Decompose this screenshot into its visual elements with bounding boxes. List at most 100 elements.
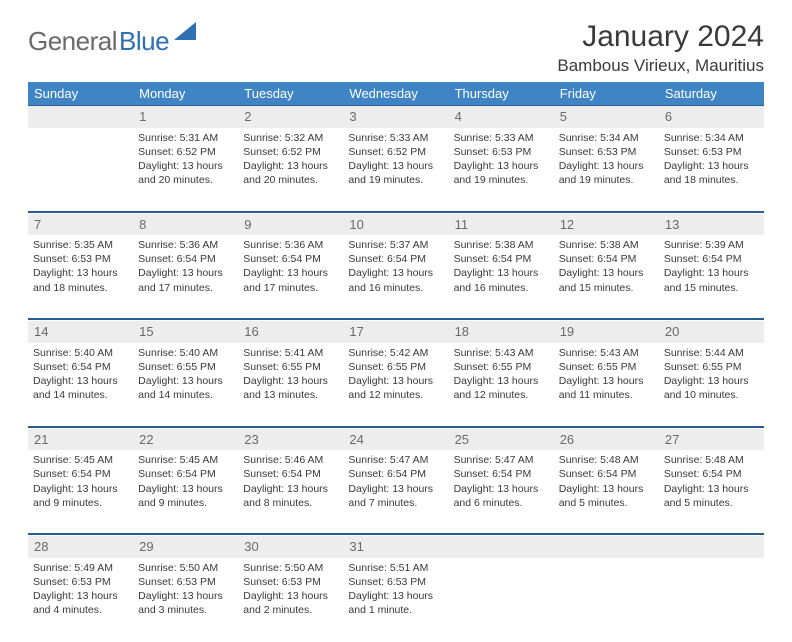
- daylight-text: Daylight: 13 hours: [243, 159, 338, 173]
- day-cell: Sunrise: 5:36 AMSunset: 6:54 PMDaylight:…: [238, 235, 343, 319]
- daylight-text: and 15 minutes.: [664, 281, 759, 295]
- day-number: 21: [28, 429, 133, 451]
- sunrise-text: Sunrise: 5:36 AM: [138, 238, 233, 252]
- sunrise-text: Sunrise: 5:50 AM: [243, 561, 338, 575]
- sunrise-text: Sunrise: 5:38 AM: [454, 238, 549, 252]
- sunset-text: Sunset: 6:55 PM: [454, 360, 549, 374]
- sunset-text: Sunset: 6:53 PM: [33, 575, 128, 589]
- day-number: 16: [238, 321, 343, 343]
- daylight-text: Daylight: 13 hours: [138, 482, 233, 496]
- daylight-text: Daylight: 13 hours: [348, 159, 443, 173]
- sunrise-text: Sunrise: 5:41 AM: [243, 346, 338, 360]
- day-number: 20: [659, 321, 764, 343]
- day-number: 11: [449, 214, 554, 236]
- daylight-text: and 1 minute.: [348, 603, 443, 617]
- day-number: 1: [133, 106, 238, 128]
- day-number: 27: [659, 429, 764, 451]
- sunrise-text: Sunrise: 5:31 AM: [138, 131, 233, 145]
- daylight-text: and 19 minutes.: [454, 173, 549, 187]
- day-number: 9: [238, 214, 343, 236]
- daylight-text: Daylight: 13 hours: [454, 266, 549, 280]
- daylight-text: Daylight: 13 hours: [348, 589, 443, 603]
- daylight-text: Daylight: 13 hours: [664, 482, 759, 496]
- daylight-text: Daylight: 13 hours: [348, 266, 443, 280]
- daylight-text: and 11 minutes.: [559, 388, 654, 402]
- daylight-text: Daylight: 13 hours: [454, 482, 549, 496]
- daylight-text: and 17 minutes.: [138, 281, 233, 295]
- daylight-text: Daylight: 13 hours: [559, 159, 654, 173]
- daylight-text: Daylight: 13 hours: [664, 159, 759, 173]
- daylight-text: and 12 minutes.: [454, 388, 549, 402]
- day-number: [659, 536, 764, 558]
- day-number: 26: [554, 429, 659, 451]
- sunset-text: Sunset: 6:54 PM: [664, 252, 759, 266]
- day-number: 7: [28, 214, 133, 236]
- sunrise-text: Sunrise: 5:33 AM: [454, 131, 549, 145]
- day-number: 23: [238, 429, 343, 451]
- daylight-text: Daylight: 13 hours: [243, 482, 338, 496]
- sunset-text: Sunset: 6:53 PM: [33, 252, 128, 266]
- day-number-row: 123456: [28, 106, 764, 128]
- daylight-text: Daylight: 13 hours: [138, 159, 233, 173]
- day-number-row: 14151617181920: [28, 321, 764, 343]
- sunset-text: Sunset: 6:52 PM: [348, 145, 443, 159]
- daylight-text: and 14 minutes.: [33, 388, 128, 402]
- sunrise-text: Sunrise: 5:50 AM: [138, 561, 233, 575]
- logo-text-blue: Blue: [119, 26, 169, 57]
- day-cell: Sunrise: 5:50 AMSunset: 6:53 PMDaylight:…: [133, 558, 238, 642]
- daylight-text: and 6 minutes.: [454, 496, 549, 510]
- logo-text-general: General: [28, 26, 117, 57]
- title-block: January 2024 Bambous Virieux, Mauritius: [557, 20, 764, 76]
- daylight-text: Daylight: 13 hours: [664, 374, 759, 388]
- day-cell: Sunrise: 5:34 AMSunset: 6:53 PMDaylight:…: [659, 128, 764, 212]
- calendar-table: Sunday Monday Tuesday Wednesday Thursday…: [28, 82, 764, 642]
- sunrise-text: Sunrise: 5:36 AM: [243, 238, 338, 252]
- day-number: 29: [133, 536, 238, 558]
- day-number: 4: [449, 106, 554, 128]
- day-number: 15: [133, 321, 238, 343]
- day-cell: [659, 558, 764, 642]
- daylight-text: and 18 minutes.: [664, 173, 759, 187]
- day-cell: Sunrise: 5:50 AMSunset: 6:53 PMDaylight:…: [238, 558, 343, 642]
- sunrise-text: Sunrise: 5:37 AM: [348, 238, 443, 252]
- month-title: January 2024: [557, 20, 764, 54]
- day-cell: [554, 558, 659, 642]
- day-cell: Sunrise: 5:35 AMSunset: 6:53 PMDaylight:…: [28, 235, 133, 319]
- sunset-text: Sunset: 6:54 PM: [664, 467, 759, 481]
- sunset-text: Sunset: 6:54 PM: [348, 252, 443, 266]
- sunrise-text: Sunrise: 5:44 AM: [664, 346, 759, 360]
- day-number: 18: [449, 321, 554, 343]
- day-cell: Sunrise: 5:48 AMSunset: 6:54 PMDaylight:…: [554, 450, 659, 534]
- daylight-text: and 18 minutes.: [33, 281, 128, 295]
- daylight-text: Daylight: 13 hours: [559, 482, 654, 496]
- sunset-text: Sunset: 6:54 PM: [559, 252, 654, 266]
- sunrise-text: Sunrise: 5:51 AM: [348, 561, 443, 575]
- daylight-text: and 8 minutes.: [243, 496, 338, 510]
- day-number: 19: [554, 321, 659, 343]
- day-number: [28, 106, 133, 128]
- sunset-text: Sunset: 6:54 PM: [559, 467, 654, 481]
- day-cell: Sunrise: 5:40 AMSunset: 6:55 PMDaylight:…: [133, 343, 238, 427]
- day-cell: Sunrise: 5:45 AMSunset: 6:54 PMDaylight:…: [133, 450, 238, 534]
- day-cell: Sunrise: 5:36 AMSunset: 6:54 PMDaylight:…: [133, 235, 238, 319]
- day-cell: [28, 128, 133, 212]
- day-number: 24: [343, 429, 448, 451]
- day-cell: Sunrise: 5:43 AMSunset: 6:55 PMDaylight:…: [449, 343, 554, 427]
- daylight-text: and 16 minutes.: [454, 281, 549, 295]
- day-number: [554, 536, 659, 558]
- week-row: Sunrise: 5:35 AMSunset: 6:53 PMDaylight:…: [28, 235, 764, 319]
- daylight-text: and 15 minutes.: [559, 281, 654, 295]
- location: Bambous Virieux, Mauritius: [557, 56, 764, 76]
- daylight-text: Daylight: 13 hours: [348, 374, 443, 388]
- daylight-text: Daylight: 13 hours: [138, 589, 233, 603]
- sunrise-text: Sunrise: 5:39 AM: [664, 238, 759, 252]
- day-cell: Sunrise: 5:32 AMSunset: 6:52 PMDaylight:…: [238, 128, 343, 212]
- day-cell: Sunrise: 5:45 AMSunset: 6:54 PMDaylight:…: [28, 450, 133, 534]
- day-number: 28: [28, 536, 133, 558]
- day-number-row: 78910111213: [28, 214, 764, 236]
- sunrise-text: Sunrise: 5:48 AM: [559, 453, 654, 467]
- daylight-text: and 17 minutes.: [243, 281, 338, 295]
- daylight-text: Daylight: 13 hours: [348, 482, 443, 496]
- daylight-text: and 9 minutes.: [138, 496, 233, 510]
- weekday-header: Saturday: [659, 82, 764, 106]
